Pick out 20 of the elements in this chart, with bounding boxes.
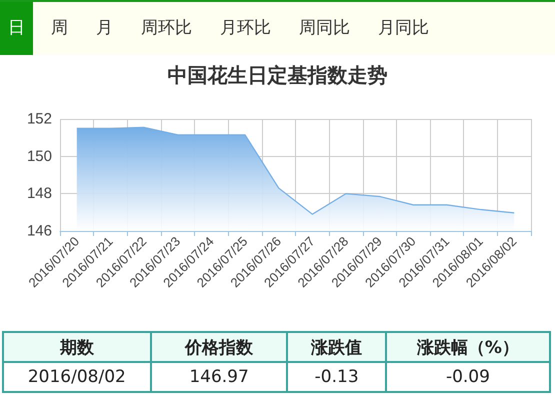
text: 涨跌值 — [287, 332, 386, 362]
text: 周同比 — [298, 17, 351, 40]
text: 涨跌幅（%） — [386, 332, 550, 362]
text: 月环比 — [219, 17, 272, 40]
text: 期数 — [3, 332, 151, 362]
y-tick-label: 152 — [26, 110, 52, 128]
text: 价格指数 — [150, 332, 288, 362]
y-tick-label: 150 — [26, 148, 52, 165]
text: 月同比 — [377, 17, 430, 40]
text: 2016/08/02 — [3, 362, 151, 392]
text: 日 — [0, 2, 33, 55]
text: -0.09 — [386, 362, 550, 392]
text: 146.97 — [150, 362, 288, 392]
text: -0.13 — [287, 362, 386, 392]
text: 月 — [95, 17, 114, 40]
y-tick-label: 146 — [26, 222, 52, 240]
chart-title: 中国花生日定基指数走势 — [168, 64, 388, 87]
y-tick-label: 148 — [26, 185, 52, 202]
text: 周环比 — [140, 17, 193, 40]
text: 周 — [50, 17, 69, 40]
